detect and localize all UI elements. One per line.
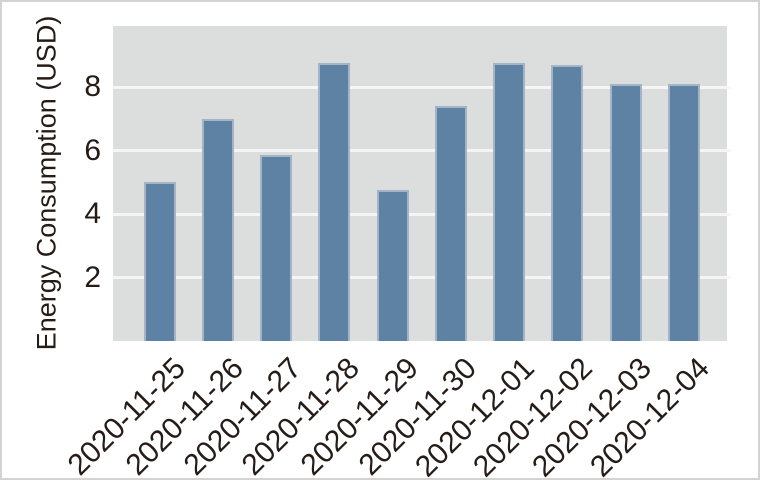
plot-area (113, 26, 727, 341)
gridline-y-4 (113, 212, 727, 216)
gridline-y-2 (113, 276, 727, 279)
right-tick-y-2 (727, 276, 731, 279)
bar-2020-12-04 (667, 83, 700, 341)
right-tick-y-6 (727, 149, 731, 152)
bar-2020-12-03 (609, 83, 642, 341)
bar-2020-11-30 (434, 106, 467, 341)
right-tick-y-8 (727, 85, 731, 89)
gridline-y-6 (113, 149, 727, 152)
y-tick-label-4: 4 (84, 197, 101, 230)
bar-2020-11-27 (260, 155, 292, 341)
bar-2020-11-28 (318, 63, 351, 341)
y-tick-label-2: 2 (84, 260, 101, 294)
y-axis-title: Energy Consumption (USD) (31, 15, 62, 351)
y-tick-label-6: 6 (84, 133, 101, 167)
bar-2020-12-01 (493, 63, 525, 341)
bar-2020-11-26 (201, 118, 234, 341)
gridline-y-8 (113, 85, 727, 89)
bar-2020-12-02 (551, 64, 584, 341)
y-tick-label-8: 8 (84, 70, 101, 103)
bar-2020-11-29 (376, 190, 409, 341)
bar-2020-11-25 (143, 182, 176, 341)
right-tick-y-4 (727, 212, 731, 216)
